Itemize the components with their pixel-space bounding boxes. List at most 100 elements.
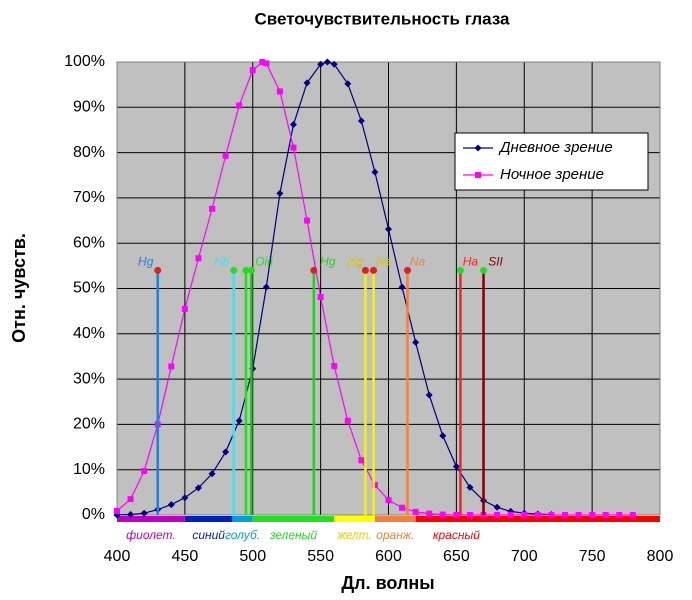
marker bbox=[602, 512, 609, 518]
marker bbox=[452, 463, 460, 471]
y-tick-label: 70% bbox=[73, 189, 105, 206]
spectral-dot bbox=[370, 266, 378, 274]
marker bbox=[494, 512, 501, 518]
y-tick-label: 40% bbox=[73, 325, 105, 342]
marker bbox=[127, 511, 135, 519]
legend-label: Дневное зрение bbox=[498, 139, 613, 156]
marker bbox=[222, 152, 229, 159]
y-tick-label: 0% bbox=[82, 506, 105, 523]
legend-label: Ночное зрение bbox=[500, 166, 604, 183]
spectral-dot bbox=[480, 266, 488, 274]
marker bbox=[629, 512, 636, 518]
marker bbox=[262, 283, 270, 291]
marker bbox=[412, 508, 419, 515]
marker bbox=[194, 484, 202, 492]
marker bbox=[398, 283, 406, 291]
band-label: синий bbox=[192, 528, 225, 542]
marker bbox=[331, 362, 338, 369]
marker bbox=[195, 255, 202, 262]
band-label: красный bbox=[433, 528, 480, 542]
spectral-dot bbox=[242, 266, 250, 274]
x-tick-label: 600 bbox=[375, 548, 402, 565]
marker bbox=[141, 468, 148, 475]
marker bbox=[236, 102, 243, 109]
marker bbox=[181, 305, 188, 312]
marker bbox=[521, 512, 528, 518]
color-band bbox=[415, 516, 660, 522]
marker bbox=[385, 225, 392, 233]
spectral-label: Hg bbox=[138, 255, 154, 269]
marker bbox=[181, 494, 189, 502]
marker bbox=[323, 58, 331, 66]
marker bbox=[249, 67, 256, 74]
marker bbox=[371, 482, 378, 489]
x-tick-label: 800 bbox=[647, 548, 674, 565]
marker bbox=[575, 512, 582, 518]
spectral-dot bbox=[404, 266, 412, 274]
marker bbox=[140, 509, 148, 517]
marker bbox=[466, 483, 474, 491]
marker bbox=[127, 496, 134, 503]
marker bbox=[453, 512, 460, 518]
spectral-label: Oiii bbox=[255, 255, 273, 269]
marker bbox=[344, 80, 352, 88]
marker bbox=[426, 510, 433, 517]
spectral-dot bbox=[456, 266, 464, 274]
x-tick-label: 400 bbox=[104, 548, 131, 565]
x-tick-label: 550 bbox=[307, 548, 334, 565]
plot-border bbox=[116, 61, 661, 516]
color-band bbox=[374, 516, 416, 522]
marker bbox=[317, 294, 324, 301]
marker bbox=[548, 512, 555, 518]
marker bbox=[222, 448, 230, 456]
legend-box bbox=[454, 132, 649, 191]
marker bbox=[493, 503, 501, 511]
marker bbox=[344, 417, 351, 424]
marker bbox=[304, 217, 311, 224]
y-axis-label: Отн. чувств. bbox=[9, 233, 29, 343]
marker bbox=[289, 121, 297, 129]
marker bbox=[507, 512, 514, 518]
color-band bbox=[184, 516, 233, 522]
x-tick-label: 650 bbox=[443, 548, 470, 565]
band-label: голуб. bbox=[225, 528, 260, 542]
spectral-dot bbox=[361, 266, 369, 274]
marker bbox=[371, 168, 379, 176]
band-label: зеленый bbox=[269, 528, 318, 542]
marker bbox=[317, 60, 325, 68]
color-band bbox=[117, 516, 185, 522]
x-tick-label: 750 bbox=[579, 548, 606, 565]
spectral-label: Na bbox=[376, 255, 392, 269]
marker bbox=[263, 60, 270, 67]
marker bbox=[357, 117, 365, 125]
marker bbox=[330, 60, 338, 68]
spectral-dot bbox=[310, 266, 318, 274]
color-band bbox=[334, 516, 375, 522]
spectral-dot bbox=[247, 266, 255, 274]
marker bbox=[209, 205, 216, 212]
marker bbox=[616, 512, 623, 518]
marker bbox=[399, 504, 406, 511]
color-band bbox=[232, 516, 253, 522]
marker bbox=[303, 79, 311, 87]
marker bbox=[358, 457, 365, 464]
legend-marker bbox=[475, 172, 481, 178]
y-tick-label: 10% bbox=[73, 461, 105, 478]
y-tick-label: 100% bbox=[64, 53, 105, 70]
spectral-dot bbox=[230, 266, 238, 274]
spectral-label: Ha bbox=[463, 255, 479, 269]
series-line bbox=[116, 61, 552, 516]
x-tick-label: 450 bbox=[172, 548, 199, 565]
y-tick-label: 20% bbox=[73, 416, 105, 433]
x-tick-label: 500 bbox=[239, 548, 266, 565]
band-label: фиолет. bbox=[126, 528, 176, 542]
marker bbox=[290, 144, 297, 151]
spectral-label: SII bbox=[488, 255, 503, 269]
marker bbox=[259, 59, 266, 65]
color-band bbox=[252, 516, 335, 522]
marker bbox=[425, 391, 433, 399]
marker bbox=[167, 501, 175, 509]
marker bbox=[114, 507, 120, 514]
